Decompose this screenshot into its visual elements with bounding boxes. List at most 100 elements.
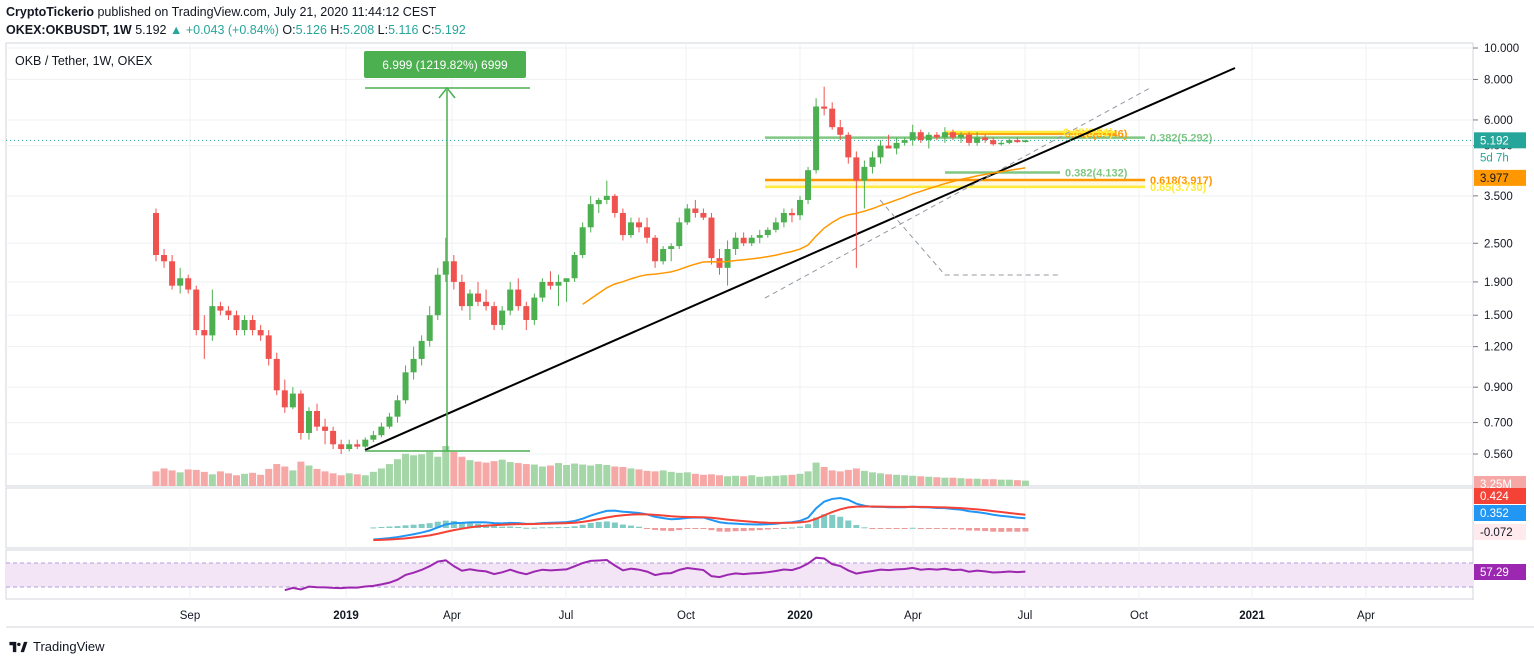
macd-hist-bar bbox=[563, 527, 570, 529]
volume-bar bbox=[168, 470, 176, 486]
volume-bar bbox=[426, 451, 434, 486]
macd-hist-bar bbox=[627, 525, 634, 528]
volume-bar bbox=[216, 471, 224, 486]
candle-body bbox=[177, 278, 184, 286]
macd-hist-bar bbox=[1006, 528, 1013, 532]
candle-body bbox=[314, 410, 320, 427]
volume-bar bbox=[683, 472, 691, 486]
volume-bar bbox=[707, 474, 715, 486]
candle-body bbox=[483, 301, 490, 307]
macd-hist-bar bbox=[418, 524, 425, 528]
candle-body bbox=[748, 237, 755, 244]
measure-label: 6.999 (1219.82%) 6999 bbox=[382, 58, 508, 72]
volume-bar bbox=[345, 473, 353, 486]
fib-label: 0.65(3.730) bbox=[1150, 182, 1207, 194]
candle-body bbox=[611, 195, 618, 213]
volume-bar bbox=[257, 474, 265, 486]
volume-bar bbox=[506, 462, 514, 486]
candle-body bbox=[185, 278, 192, 290]
volume-bar bbox=[224, 473, 232, 486]
candle-body bbox=[861, 166, 868, 181]
footer-brand[interactable]: TradingView bbox=[8, 639, 105, 654]
candle-body bbox=[209, 306, 216, 336]
macd-hist-bar bbox=[515, 527, 522, 529]
volume-bar bbox=[385, 464, 393, 486]
macd-hist-bar bbox=[716, 528, 723, 532]
candle-body bbox=[539, 281, 546, 298]
volume-bar bbox=[579, 464, 587, 486]
volume-bar bbox=[699, 474, 707, 486]
volume-bar bbox=[410, 455, 418, 486]
volume-bar bbox=[989, 479, 997, 486]
volume-bar bbox=[184, 469, 192, 486]
candle-body bbox=[426, 315, 433, 341]
volume-bar bbox=[667, 471, 675, 486]
macd-hist-bar bbox=[869, 528, 876, 529]
time-axis: Sep 2019 Apr Jul Oct 2020 Apr Jul Oct 2021 Apr bbox=[180, 610, 1375, 622]
candle-body bbox=[756, 235, 763, 238]
macd-hist-bar bbox=[925, 528, 932, 529]
macd-hist-bar bbox=[539, 527, 546, 529]
volume-bar bbox=[321, 471, 329, 486]
macd-hist-bar bbox=[652, 528, 659, 530]
macd-hist-bar bbox=[853, 525, 860, 528]
macd-hist-bar bbox=[491, 526, 498, 528]
macd-hist-bar bbox=[619, 524, 626, 528]
close-label: C: bbox=[421, 23, 435, 37]
volume-bar bbox=[917, 476, 925, 486]
volume-bar bbox=[305, 465, 313, 486]
candle-body bbox=[692, 208, 699, 213]
high-label: H: bbox=[330, 23, 343, 37]
candle-body bbox=[458, 281, 465, 307]
volume-bars bbox=[152, 446, 1029, 486]
publisher-name[interactable]: CryptoTickerio bbox=[6, 5, 94, 19]
volume-bar bbox=[313, 468, 321, 486]
macd-hist-bar bbox=[933, 528, 940, 529]
candle-body bbox=[636, 222, 642, 228]
volume-bar bbox=[756, 476, 764, 486]
open-label: O: bbox=[282, 23, 296, 37]
low-value: 5.116 bbox=[388, 23, 419, 37]
last-price-badge-bg bbox=[1474, 132, 1526, 149]
candle-body bbox=[161, 255, 168, 262]
candle-body bbox=[885, 145, 892, 149]
volume-bar bbox=[418, 454, 426, 486]
volume-bar bbox=[192, 469, 200, 486]
price-tick-label: 8.000 bbox=[1484, 74, 1513, 86]
time-tick-label: Sep bbox=[180, 610, 200, 622]
candle-body bbox=[587, 204, 594, 228]
macd-hist-bar bbox=[587, 522, 594, 528]
candle-body bbox=[466, 293, 473, 307]
candles-layer bbox=[153, 86, 1029, 454]
volume-bar bbox=[925, 476, 933, 486]
volume-bar bbox=[538, 466, 546, 486]
volume-bar bbox=[546, 465, 554, 486]
volume-bar bbox=[603, 465, 611, 486]
candle-body bbox=[764, 229, 771, 236]
macd-hist-bar bbox=[748, 528, 755, 531]
candle-body bbox=[563, 278, 570, 282]
grid-lines bbox=[6, 43, 1473, 600]
volume-bar bbox=[587, 465, 595, 486]
macd-hist-bar bbox=[949, 528, 956, 530]
macd-hist-bar bbox=[805, 524, 812, 528]
candle-body bbox=[869, 157, 876, 167]
candle-body bbox=[813, 106, 820, 171]
candle-body bbox=[595, 199, 602, 205]
macd-hist-bar bbox=[700, 528, 707, 529]
volume-bar bbox=[233, 475, 240, 486]
candle-body bbox=[217, 306, 224, 311]
macd-hist-bar bbox=[555, 527, 562, 529]
candle-body bbox=[845, 134, 852, 158]
macd-hist-bar bbox=[958, 528, 964, 530]
macd-signal-badge: 0.424 bbox=[1480, 491, 1509, 503]
macd-signal-badge-bg bbox=[1474, 488, 1526, 504]
candle-body bbox=[684, 208, 691, 223]
macd-hist-bar bbox=[660, 528, 667, 531]
candle-body bbox=[346, 444, 353, 450]
price-tick-label: 0.900 bbox=[1484, 382, 1513, 394]
macd-hist-bar bbox=[998, 528, 1005, 532]
volume-bar bbox=[152, 471, 160, 486]
candle-body bbox=[917, 132, 924, 141]
